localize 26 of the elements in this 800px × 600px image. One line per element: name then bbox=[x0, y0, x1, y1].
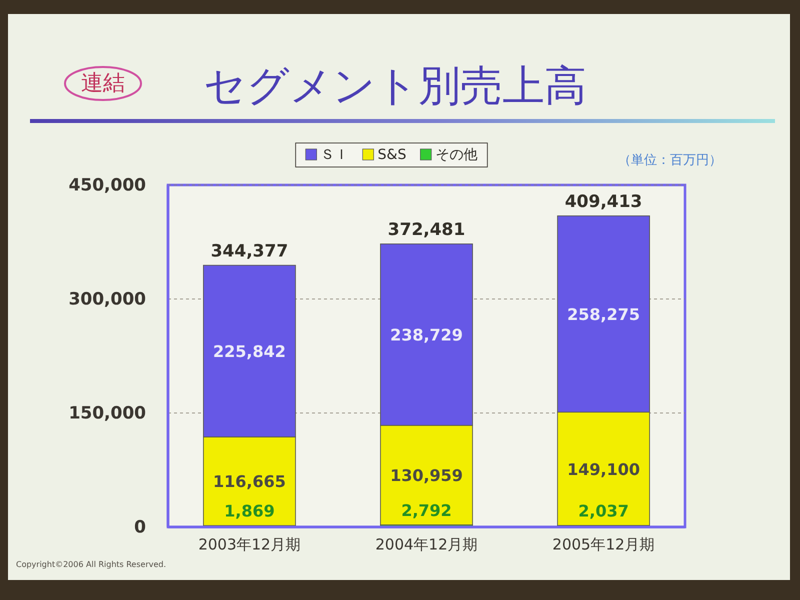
y-tick-label: 450,000 bbox=[68, 175, 146, 196]
text: （単位：百万円） bbox=[618, 153, 722, 168]
y-tick-label: 150,000 bbox=[68, 403, 146, 424]
total-label: 409,413 bbox=[564, 192, 642, 212]
data-label: 2,792 bbox=[401, 500, 452, 520]
data-label: 116,665 bbox=[213, 472, 286, 492]
data-label: 130,959 bbox=[390, 466, 463, 486]
data-label: 149,100 bbox=[567, 460, 640, 479]
chart-title: セグメント別売上高 bbox=[204, 61, 586, 110]
data-label: 258,275 bbox=[567, 304, 640, 324]
legend-label: その他 bbox=[435, 147, 478, 163]
y-tick-label: 0 bbox=[134, 517, 146, 538]
chart-subtitle: 連結 bbox=[81, 71, 125, 96]
data-label: 2,037 bbox=[578, 501, 629, 520]
total-label: 372,481 bbox=[388, 220, 466, 240]
legend-label: S&S bbox=[378, 147, 406, 163]
total-label: 344,377 bbox=[210, 241, 288, 262]
x-tick-label: 2004年12月期 bbox=[375, 536, 478, 554]
data-label: 225,842 bbox=[213, 342, 286, 362]
data-label: 238,729 bbox=[390, 326, 463, 345]
y-tick-label: 300,000 bbox=[68, 289, 146, 310]
x-tick-label: 2005年12月期 bbox=[552, 536, 655, 554]
data-label: 1,869 bbox=[224, 502, 275, 521]
legend-label: ＳＩ bbox=[320, 147, 349, 163]
text: Copyright©2006 All Rights Reserved. bbox=[16, 560, 166, 569]
x-tick-label: 2003年12月期 bbox=[198, 536, 301, 554]
